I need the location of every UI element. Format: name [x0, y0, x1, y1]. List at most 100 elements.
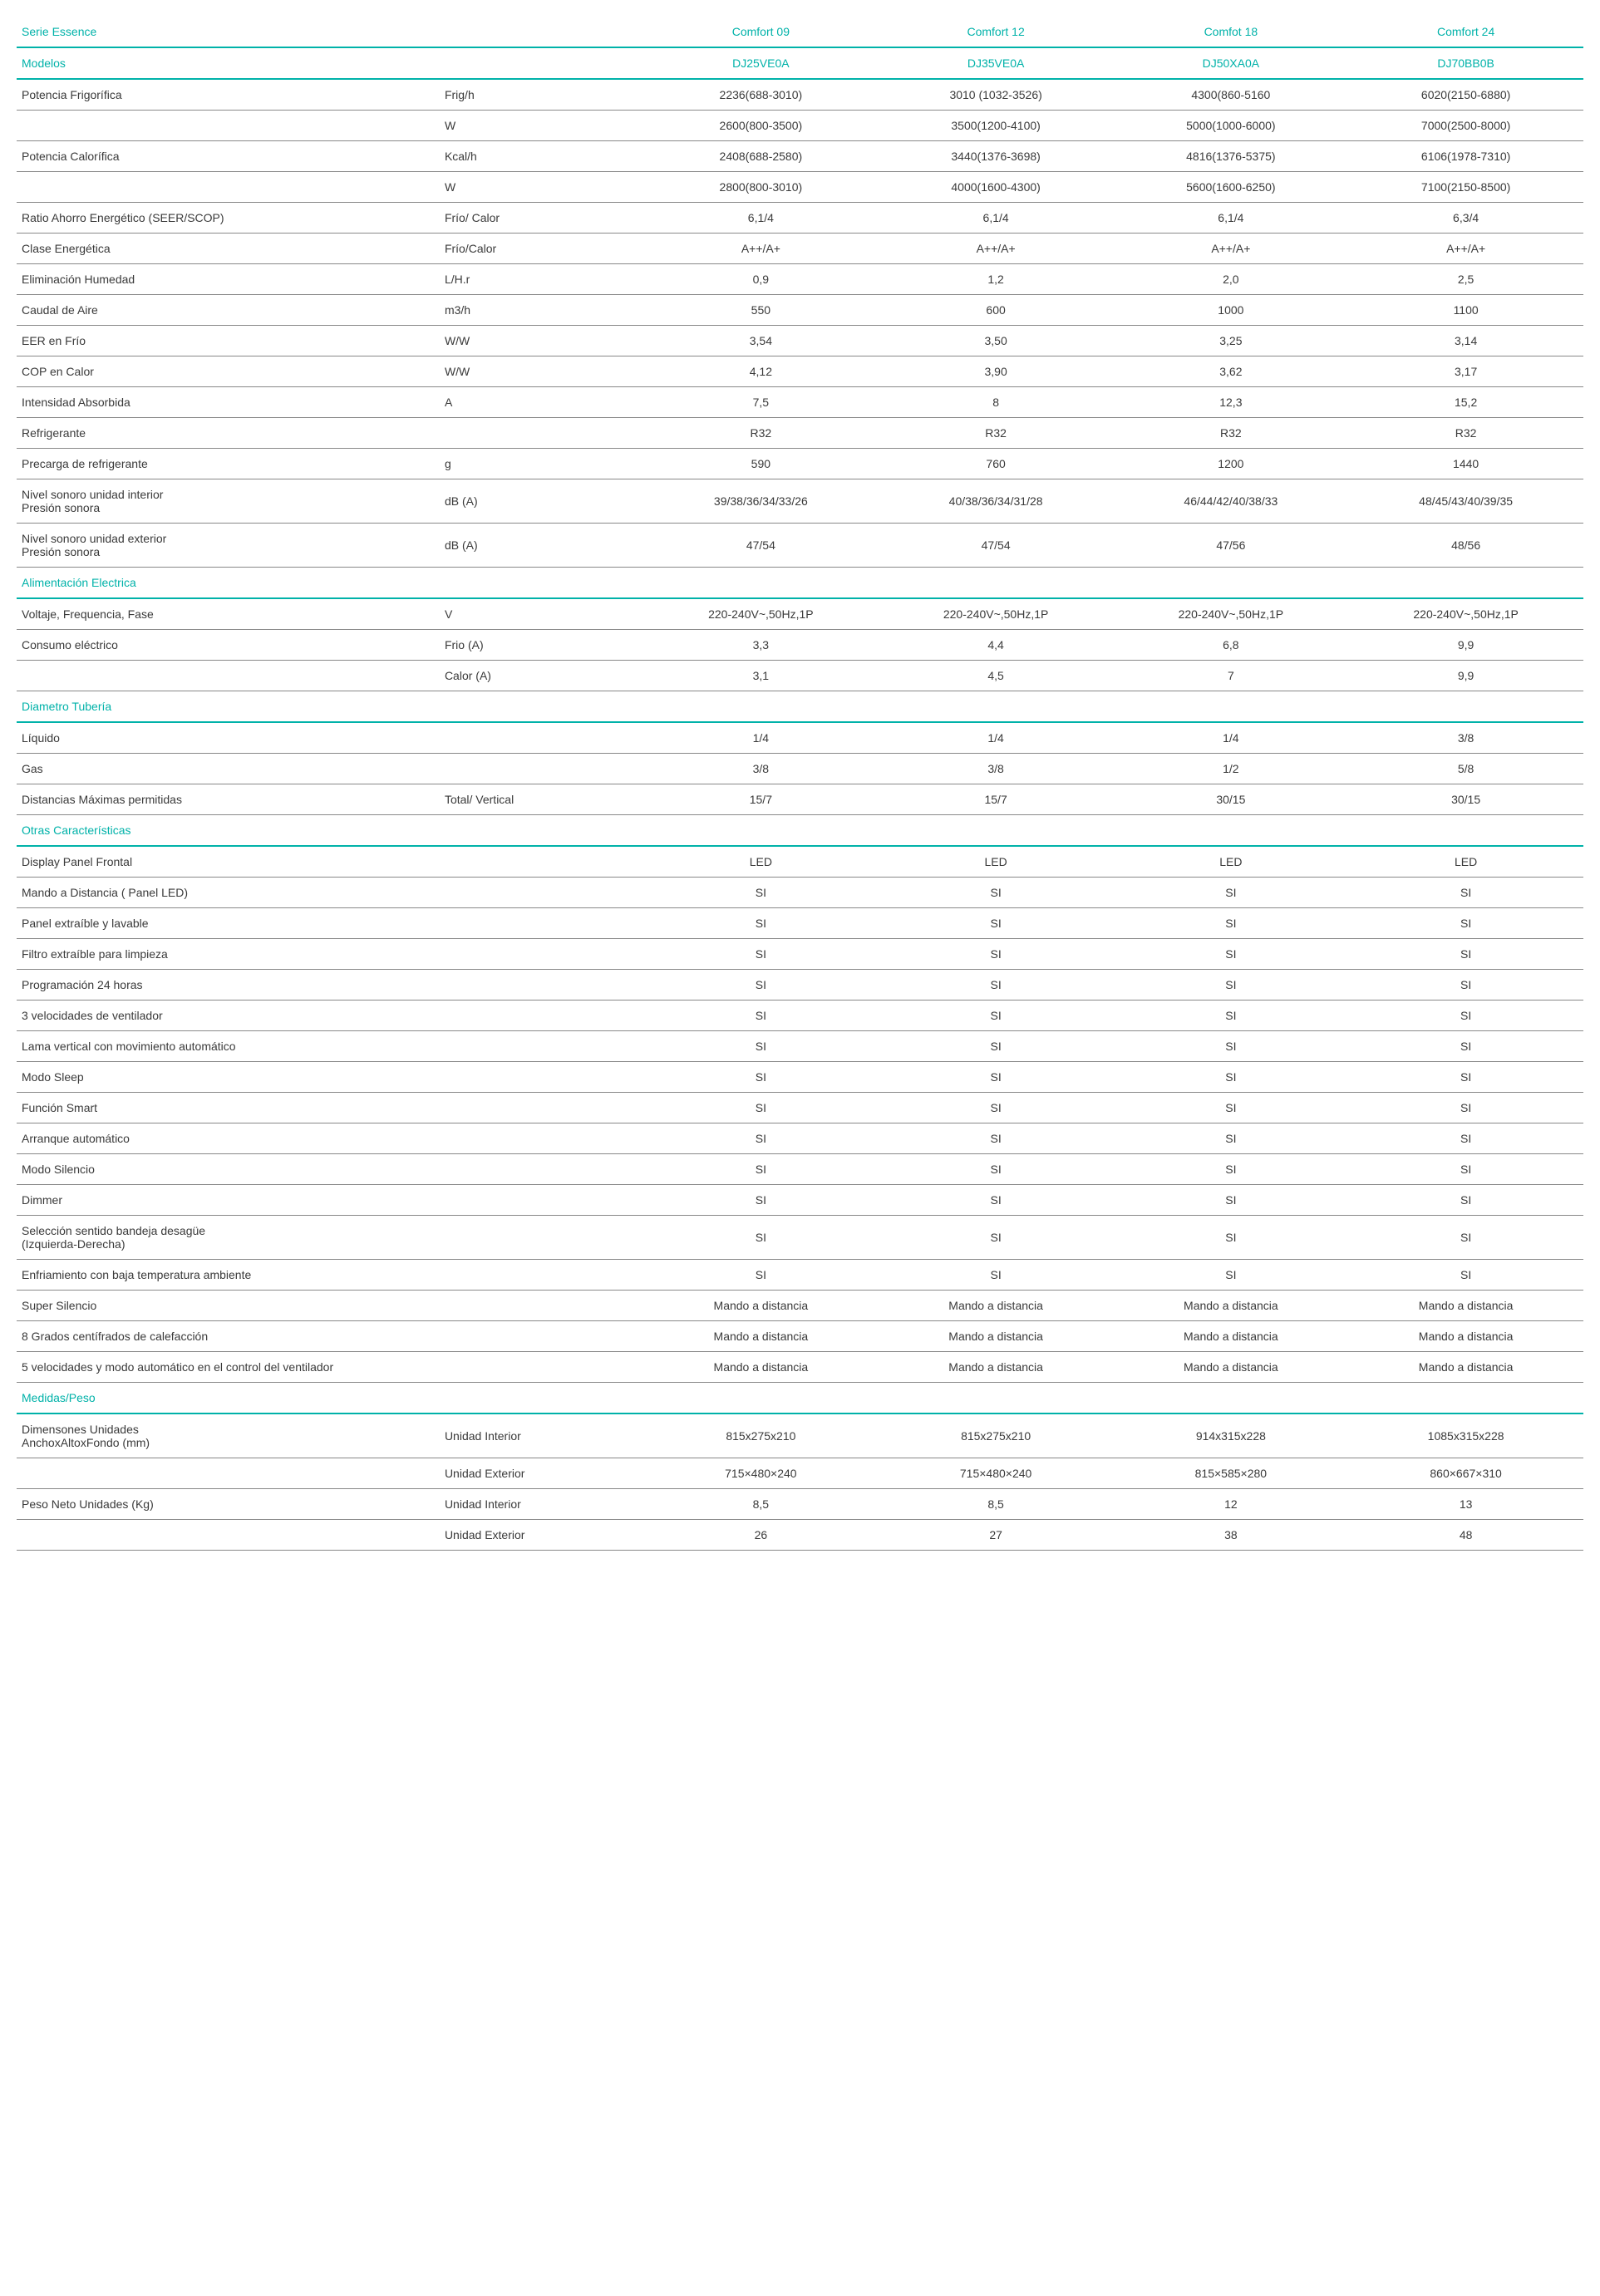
- cell: SI: [1348, 1260, 1583, 1291]
- table-row: COP en CalorW/W4,123,903,623,17: [17, 356, 1583, 387]
- cell: Gas: [17, 754, 440, 784]
- cell: 15/7: [643, 784, 879, 815]
- cell: 6,8: [1113, 630, 1348, 661]
- cell: A++/A+: [643, 234, 879, 264]
- cell: 1085x315x228: [1348, 1413, 1583, 1458]
- cell: Dimmer: [17, 1185, 440, 1216]
- cell: SI: [643, 1031, 879, 1062]
- cell: SI: [643, 1154, 879, 1185]
- table-row: Filtro extraíble para limpiezaSISISISI: [17, 939, 1583, 970]
- cell: 40/38/36/34/31/28: [879, 479, 1114, 524]
- cell: SI: [1348, 1216, 1583, 1260]
- cell: SI: [1113, 1062, 1348, 1093]
- cell: Super Silencio: [17, 1291, 440, 1321]
- cell: Mando a distancia: [1348, 1352, 1583, 1383]
- cell: Unidad Interior: [440, 1413, 643, 1458]
- table-row: Función SmartSISISISI: [17, 1093, 1583, 1123]
- cell: Intensidad Absorbida: [17, 387, 440, 418]
- cell: 4,5: [879, 661, 1114, 691]
- cell: 4816(1376-5375): [1113, 141, 1348, 172]
- cell: Modo Silencio: [17, 1154, 440, 1185]
- cell: SI: [1348, 1062, 1583, 1093]
- cell: Mando a Distancia ( Panel LED): [17, 878, 440, 908]
- cell: Clase Energética: [17, 234, 440, 264]
- cell: Arranque automático: [17, 1123, 440, 1154]
- cell: R32: [879, 418, 1114, 449]
- cell: 1,2: [879, 264, 1114, 295]
- table-row: Display Panel FrontalLEDLEDLEDLED: [17, 846, 1583, 878]
- cell: Potencia Calorífica: [17, 141, 440, 172]
- table-row: Calor (A)3,14,579,9: [17, 661, 1583, 691]
- cell: [440, 846, 643, 878]
- cell: 2800(800-3010): [643, 172, 879, 203]
- cell: dB (A): [440, 479, 643, 524]
- cell: 2236(688-3010): [643, 79, 879, 111]
- cell: [17, 172, 440, 203]
- cell: SI: [1348, 1185, 1583, 1216]
- cell: V: [440, 598, 643, 630]
- cell: 815x275x210: [643, 1413, 879, 1458]
- table-row: Super SilencioMando a distanciaMando a d…: [17, 1291, 1583, 1321]
- cell: Serie Essence: [17, 17, 440, 47]
- cell: 6,1/4: [643, 203, 879, 234]
- cell: 13: [1348, 1489, 1583, 1520]
- cell: 3440(1376-3698): [879, 141, 1114, 172]
- cell: SI: [643, 1123, 879, 1154]
- cell: SI: [1348, 878, 1583, 908]
- cell: R32: [643, 418, 879, 449]
- table-row: Mando a Distancia ( Panel LED)SISISISI: [17, 878, 1583, 908]
- table-row: DimmerSISISISI: [17, 1185, 1583, 1216]
- cell: 7000(2500-8000): [1348, 111, 1583, 141]
- cell: DJ25VE0A: [643, 47, 879, 79]
- cell: Frig/h: [440, 79, 643, 111]
- table-row: Medidas/Peso: [17, 1383, 1583, 1414]
- cell: SI: [1113, 1154, 1348, 1185]
- cell: Mando a distancia: [1113, 1321, 1348, 1352]
- cell: 8,5: [879, 1489, 1114, 1520]
- cell: 715×480×240: [879, 1458, 1114, 1489]
- cell: Comfort 09: [643, 17, 879, 47]
- cell: 5000(1000-6000): [1113, 111, 1348, 141]
- cell: SI: [879, 1154, 1114, 1185]
- cell: Unidad Exterior: [440, 1520, 643, 1551]
- cell: LED: [879, 846, 1114, 878]
- table-row: Enfriamiento con baja temperatura ambien…: [17, 1260, 1583, 1291]
- cell: [17, 661, 440, 691]
- cell: Filtro extraíble para limpieza: [17, 939, 440, 970]
- cell: 220-240V~,50Hz,1P: [1113, 598, 1348, 630]
- cell: [440, 1062, 643, 1093]
- cell: Mando a distancia: [879, 1291, 1114, 1321]
- table-row: ModelosDJ25VE0ADJ35VE0ADJ50XA0ADJ70BB0B: [17, 47, 1583, 79]
- cell: Selección sentido bandeja desagüe (Izqui…: [17, 1216, 440, 1260]
- cell: [440, 1001, 643, 1031]
- table-row: Otras Características: [17, 815, 1583, 847]
- cell: Consumo eléctrico: [17, 630, 440, 661]
- cell: Mando a distancia: [879, 1352, 1114, 1383]
- cell: 3,3: [643, 630, 879, 661]
- cell: SI: [879, 1185, 1114, 1216]
- cell: SI: [1113, 878, 1348, 908]
- cell: Programación 24 horas: [17, 970, 440, 1001]
- table-row: Peso Neto Unidades (Kg)Unidad Interior8,…: [17, 1489, 1583, 1520]
- cell: 6020(2150-6880): [1348, 79, 1583, 111]
- table-row: Eliminación HumedadL/H.r0,91,22,02,5: [17, 264, 1583, 295]
- cell: SI: [643, 1260, 879, 1291]
- cell: m3/h: [440, 295, 643, 326]
- cell: 39/38/36/34/33/26: [643, 479, 879, 524]
- cell: L/H.r: [440, 264, 643, 295]
- cell: Frío/Calor: [440, 234, 643, 264]
- cell: SI: [1348, 908, 1583, 939]
- cell: 2,0: [1113, 264, 1348, 295]
- cell: 2600(800-3500): [643, 111, 879, 141]
- cell: 0,9: [643, 264, 879, 295]
- table-row: W2600(800-3500)3500(1200-4100)5000(1000-…: [17, 111, 1583, 141]
- cell: SI: [1113, 908, 1348, 939]
- cell: SI: [1113, 1001, 1348, 1031]
- cell: 7100(2150-8500): [1348, 172, 1583, 203]
- cell: 1/4: [643, 722, 879, 754]
- cell: Potencia Frigorífica: [17, 79, 440, 111]
- table-row: Programación 24 horasSISISISI: [17, 970, 1583, 1001]
- cell: Comfort 24: [1348, 17, 1583, 47]
- cell: 3,62: [1113, 356, 1348, 387]
- cell: SI: [879, 878, 1114, 908]
